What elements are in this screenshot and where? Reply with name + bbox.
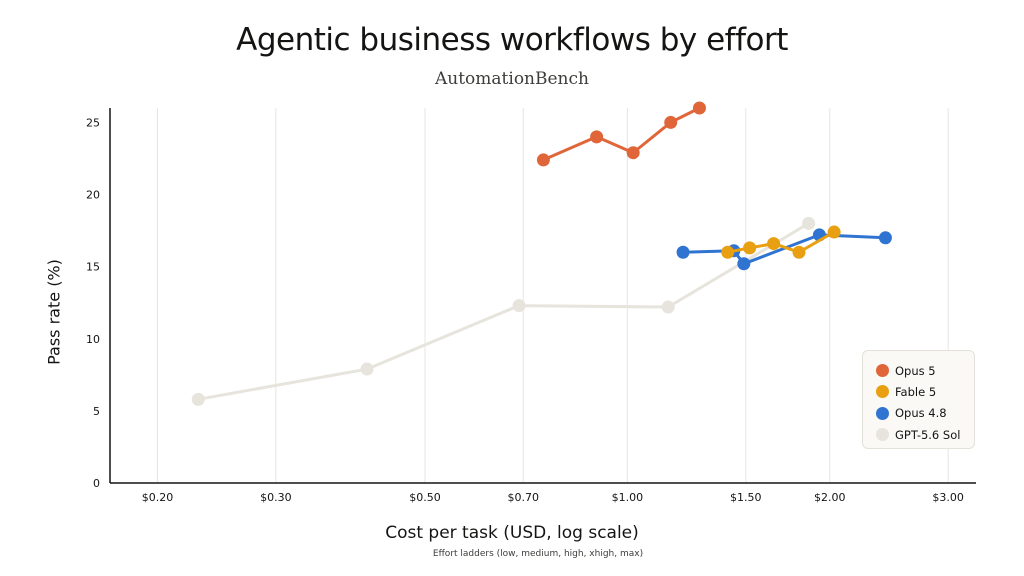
x-tick-label: $0.20 (142, 491, 174, 504)
x-tick-label: $0.50 (409, 491, 441, 504)
legend: Opus 5 Fable 5 Opus 4.8 GPT-5.6 Sol (862, 350, 975, 449)
data-point-gpt-5-6-sol (191, 392, 205, 406)
legend-item: Opus 5 (876, 360, 974, 381)
legend-swatch (876, 364, 889, 378)
series-fable-5 (721, 225, 841, 259)
chart-title: Agentic business workflows by effort (236, 22, 788, 58)
x-tick-label: $2.00 (814, 491, 846, 504)
legend-label: Fable 5 (895, 384, 937, 399)
x-tick-label: $0.70 (507, 491, 539, 504)
data-point-gpt-5-6-sol (661, 300, 675, 314)
series-opus-4-8 (676, 228, 892, 271)
data-point-fable-5 (792, 245, 806, 259)
data-point-fable-5 (827, 225, 841, 239)
legend-item: GPT-5.6 Sol (876, 424, 974, 445)
data-point-opus-5 (590, 130, 604, 144)
x-tick-label: $0.30 (260, 491, 292, 504)
x-axis-sublabel: Effort ladders (low, medium, high, xhigh… (432, 549, 644, 559)
grid-lines (156, 108, 949, 483)
data-point-fable-5 (743, 241, 757, 255)
x-axis-label: Cost per task (USD, log scale) (385, 523, 639, 543)
data-point-gpt-5-6-sol (512, 299, 526, 313)
series-group (191, 101, 892, 406)
data-point-opus-4-8 (737, 257, 751, 271)
data-point-gpt-5-6-sol (802, 216, 816, 230)
x-tick-label: $1.00 (612, 491, 644, 504)
legend-swatch (876, 428, 889, 442)
data-point-opus-5 (536, 153, 550, 167)
y-tick-label: 0 (93, 477, 100, 490)
legend-label: GPT-5.6 Sol (895, 427, 961, 442)
y-tick-label: 10 (86, 333, 100, 346)
y-tick-label: 15 (86, 261, 100, 274)
x-tick-label: $3.00 (932, 491, 964, 504)
series-opus-5 (536, 101, 706, 167)
axes (109, 108, 976, 484)
data-point-opus-5 (664, 115, 678, 129)
y-tick-label: 25 (86, 116, 100, 129)
data-point-opus-5 (692, 101, 706, 115)
y-axis-label: Pass rate (%) (44, 259, 64, 365)
data-point-opus-5 (626, 146, 640, 160)
series-gpt-5-6-sol (191, 216, 816, 406)
legend-swatch (876, 406, 889, 420)
tick-labels: $0.20 $0.30 $0.50 $0.70 $1.00 $1.50 $2.00 $3.00… (86, 116, 964, 504)
data-point-gpt-5-6-sol (360, 362, 374, 376)
data-point-fable-5 (767, 237, 781, 251)
legend-item: Fable 5 (876, 381, 974, 402)
data-point-fable-5 (721, 245, 735, 259)
x-tick-label: $1.50 (730, 491, 762, 504)
series-line-opus-5 (541, 106, 701, 162)
y-tick-label: 5 (93, 405, 100, 418)
data-point-opus-4-8 (878, 231, 892, 245)
legend-swatch (876, 385, 889, 399)
y-tick-label: 20 (86, 189, 100, 202)
legend-label: Opus 5 (895, 363, 936, 378)
data-point-opus-4-8 (676, 245, 690, 259)
chart-subtitle: AutomationBench (435, 69, 589, 89)
legend-label: Opus 4.8 (895, 406, 947, 421)
legend-item: Opus 4.8 (876, 403, 974, 424)
